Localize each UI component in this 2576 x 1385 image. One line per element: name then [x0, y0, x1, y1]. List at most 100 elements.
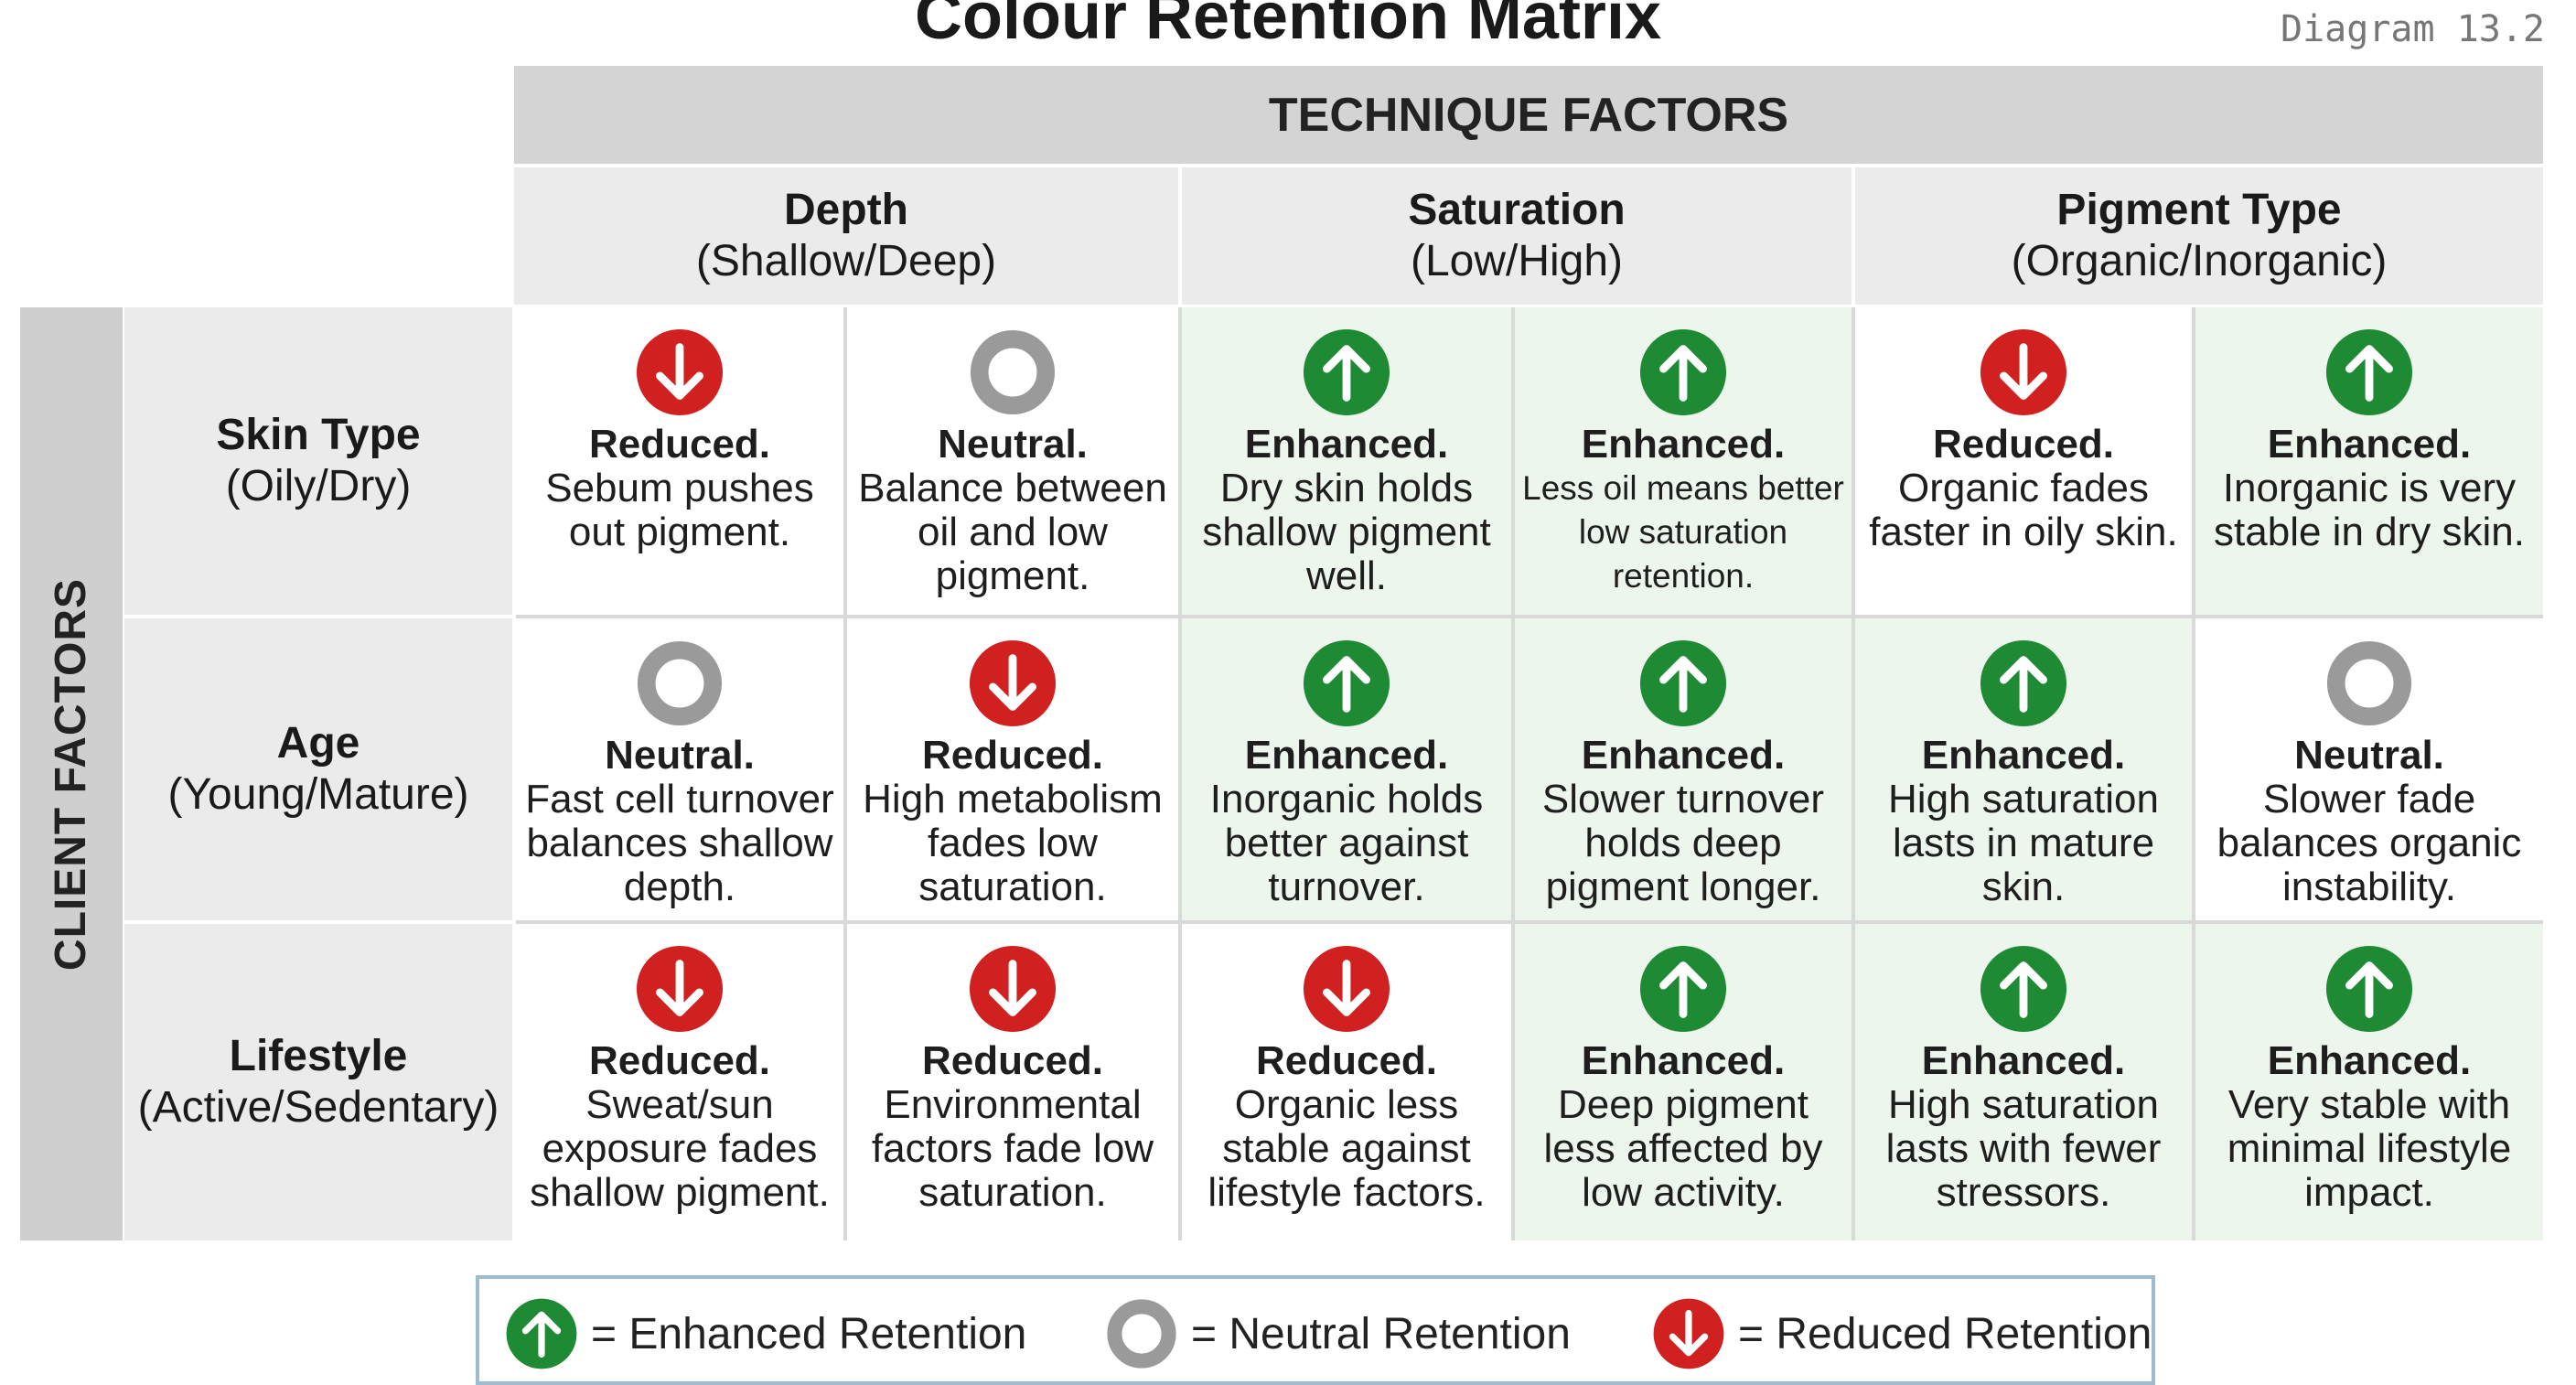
cell-status: Reduced. [921, 733, 1104, 778]
cell-note: Inorganic holds better against turnover. [1209, 777, 1484, 909]
arrow-up-icon [1639, 639, 1727, 727]
cell-note: Organic fades faster in oily skin. [1869, 466, 2178, 554]
arrow-up-icon [1303, 639, 1390, 727]
cell-status: Neutral. [605, 733, 755, 778]
matrix-cell: Enhanced. High saturation lasts with fewe… [1855, 924, 2192, 1240]
row-range: (Oily/Dry) [225, 462, 412, 510]
legend-item-neutral: = Neutral Retention [1105, 1299, 1571, 1369]
cell-note: Sebum pushes out pigment. [545, 466, 814, 554]
column-range: (Low/High) [1410, 237, 1624, 285]
diagram-label: Diagram 13.2 [2281, 8, 2545, 50]
arrow-down-icon [969, 945, 1057, 1033]
arrow-down-icon [1980, 328, 2067, 416]
arrow-down-icon [1653, 1298, 1724, 1369]
column-range: (Shallow/Deep) [695, 237, 997, 285]
row-range: (Young/Mature) [167, 770, 469, 819]
cell-note: High saturation lasts with fewer stresso… [1885, 1082, 2162, 1215]
cell-note: Environmental factors fade low saturatio… [871, 1082, 1154, 1215]
legend-item-reduced: = Reduced Retention [1652, 1298, 2152, 1369]
cell-note: Deep pigment less affected by low activi… [1543, 1082, 1823, 1215]
row-name: Age [276, 719, 360, 768]
cell-status: Enhanced. [1581, 422, 1786, 467]
arrow-up-icon [1303, 328, 1390, 416]
cell-status: Reduced. [588, 422, 771, 467]
matrix-cell: Enhanced. Slower turnover holds deep pigm… [1515, 618, 1852, 920]
arrow-up-icon [1980, 945, 2067, 1033]
cell-status: Enhanced. [2267, 422, 2472, 467]
legend-label: = Reduced Retention [1738, 1309, 2152, 1358]
row-header-lifestyle: Lifestyle (Active/Sedentary) [124, 924, 512, 1240]
cell-note: Very stable with minimal lifestyle impac… [2227, 1082, 2512, 1215]
column-name: Depth [784, 186, 908, 234]
arrow-down-icon [1303, 945, 1390, 1033]
cell-status: Neutral. [938, 422, 1088, 467]
row-range: (Active/Sedentary) [137, 1083, 499, 1132]
ring-icon [2326, 640, 2412, 726]
legend: = Enhanced Retention = Neutral Retention… [476, 1275, 2155, 1385]
cell-status: Neutral. [2294, 733, 2444, 778]
matrix-cell: Reduced. Environmental factors fade low s… [847, 924, 1178, 1240]
column-name: Pigment Type [2056, 186, 2342, 234]
cell-status: Enhanced. [2267, 1038, 2472, 1083]
arrow-up-icon [1639, 328, 1727, 416]
matrix-cell: Reduced. Sweat/sun exposure fades shallow… [516, 924, 843, 1240]
cell-status: Enhanced. [1921, 1038, 2126, 1083]
cell-note: Dry skin holds shallow pigment well. [1202, 466, 1491, 598]
cell-status: Enhanced. [1921, 733, 2126, 778]
matrix-cell: Enhanced. Very stable with minimal lifest… [2195, 924, 2543, 1240]
cell-note: Slower turnover holds deep pigment longe… [1541, 777, 1825, 909]
cell-status: Enhanced. [1244, 422, 1449, 467]
cell-status: Reduced. [1932, 422, 2115, 467]
matrix-cell: Neutral. Balance between oil and low pigm… [847, 307, 1178, 615]
page-title: Colour Retention Matrix [914, 0, 1661, 53]
row-header-skin-type: Skin Type (Oily/Dry) [124, 307, 512, 615]
matrix-cell: Reduced. High metabolism fades low satura… [847, 618, 1178, 920]
legend-label: = Neutral Retention [1191, 1309, 1571, 1358]
column-name: Saturation [1408, 186, 1626, 234]
matrix-cell: Enhanced. Deep pigment less affected by l… [1515, 924, 1852, 1240]
arrow-down-icon [969, 639, 1057, 727]
matrix-cell: Neutral. Fast cell turnover balances shal… [516, 618, 843, 920]
matrix-cell: Reduced. Sebum pushes out pigment. [516, 307, 843, 615]
matrix-cell: Enhanced. Inorganic holds better against … [1182, 618, 1511, 920]
cell-status: Reduced. [588, 1038, 771, 1083]
arrow-up-icon [2325, 945, 2413, 1033]
cell-note: Fast cell turnover balances shallow dept… [525, 777, 834, 909]
cell-note: High metabolism fades low saturation. [863, 777, 1163, 909]
column-header-saturation: Saturation (Low/High) [1182, 167, 1852, 305]
cell-note: Less oil means better low saturation ret… [1522, 469, 1844, 595]
matrix-cell: Reduced. Organic fades faster in oily ski… [1855, 307, 2192, 615]
arrow-down-icon [636, 945, 724, 1033]
matrix-cell: Neutral. Slower fade balances organic ins… [2195, 618, 2543, 920]
column-header-pigment-type: Pigment Type (Organic/Inorganic) [1855, 167, 2543, 305]
arrow-down-icon [636, 328, 724, 416]
arrow-up-icon [506, 1298, 577, 1369]
matrix-cell: Enhanced. Less oil means better low satur… [1515, 307, 1852, 615]
legend-item-enhanced: = Enhanced Retention [505, 1298, 1027, 1369]
client-factors-label: CLIENT FACTORS [47, 577, 96, 971]
column-range: (Organic/Inorganic) [2011, 237, 2388, 285]
matrix-cell: Enhanced. Inorganic is very stable in dry… [2195, 307, 2543, 615]
matrix-cell: Enhanced. Dry skin holds shallow pigment … [1182, 307, 1511, 615]
legend-label: = Enhanced Retention [591, 1309, 1027, 1358]
row-header-age: Age (Young/Mature) [124, 618, 512, 920]
retention-matrix-grid: Reduced. Sebum pushes out pigment. Neutral… [516, 307, 2543, 1240]
row-name: Lifestyle [229, 1032, 408, 1080]
arrow-up-icon [1639, 945, 1727, 1033]
cell-note: Organic less stable against lifestyle fa… [1208, 1082, 1486, 1215]
ring-icon [637, 640, 723, 726]
cell-note: Sweat/sun exposure fades shallow pigment… [530, 1082, 830, 1215]
cell-status: Reduced. [921, 1038, 1104, 1083]
cell-status: Enhanced. [1581, 733, 1786, 778]
cell-note: High saturation lasts in mature skin. [1888, 777, 2159, 909]
matrix-cell: Enhanced. High saturation lasts in mature… [1855, 618, 2192, 920]
technique-factors-header: TECHNIQUE FACTORS [514, 66, 2543, 164]
arrow-up-icon [2325, 328, 2413, 416]
cell-status: Enhanced. [1581, 1038, 1786, 1083]
ring-icon [1107, 1299, 1176, 1369]
technique-factors-label: TECHNIQUE FACTORS [1268, 88, 1789, 142]
client-factors-header: CLIENT FACTORS [20, 307, 123, 1240]
column-header-depth: Depth (Shallow/Deep) [514, 167, 1178, 305]
cell-note: Slower fade balances organic instability… [2216, 777, 2522, 909]
cell-note: Balance between oil and low pigment. [858, 466, 1167, 598]
